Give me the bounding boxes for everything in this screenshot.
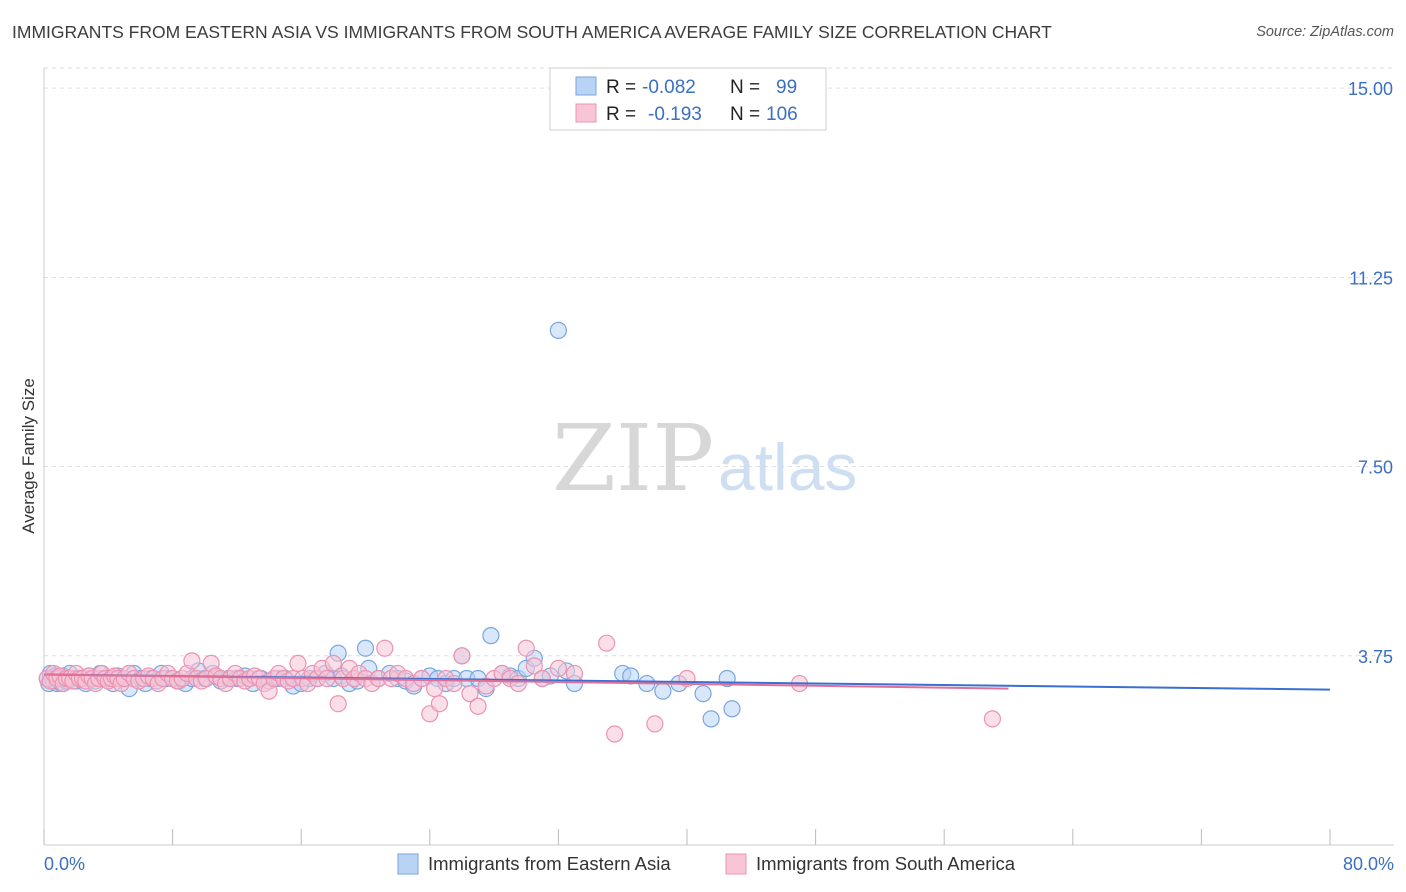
point-south-america: [469, 697, 487, 715]
point-south-america: [430, 695, 449, 713]
x-tick-label-end: 80.0%: [1343, 854, 1394, 874]
bottom-legend-swatch-pink: [725, 853, 747, 875]
point-eastern-asia: [549, 321, 568, 339]
point-south-america: [598, 634, 616, 652]
point-eastern-asia: [482, 627, 500, 645]
y-tick-label: 3.75: [1358, 647, 1393, 667]
legend-n-label-1: N =: [730, 77, 760, 98]
watermark-atlas: atlas: [718, 430, 857, 504]
point-eastern-asia: [356, 639, 375, 657]
y-tick-label: 15.00: [1348, 79, 1393, 99]
legend-r-label-2: R =: [606, 104, 636, 125]
legend-r-value-1: -0.082: [642, 77, 696, 98]
legend-r-label-1: R =: [606, 77, 636, 98]
point-eastern-asia: [702, 710, 720, 728]
legend-r-value-2: -0.193: [648, 104, 702, 125]
point-south-america: [183, 652, 201, 670]
correlation-legend: R = -0.082 N = 99 R = -0.193 N = 106: [549, 67, 827, 131]
y-axis-label: Average Family Size: [19, 378, 38, 534]
watermark-zip: ZIP: [552, 405, 714, 512]
series-eastern-asia-points: [38, 321, 741, 728]
point-south-america: [461, 685, 479, 703]
point-south-america: [453, 647, 471, 665]
point-south-america: [329, 695, 347, 713]
bottom-legend-label-pink: Immigrants from South America: [756, 853, 1016, 874]
trend-line-south-america: [43, 673, 1009, 690]
point-eastern-asia: [694, 685, 712, 703]
point-south-america: [565, 664, 584, 683]
trend-lines: [43, 673, 1331, 691]
point-south-america: [376, 639, 394, 657]
source-note: Source: ZipAtlas.com: [1256, 24, 1394, 40]
y-tick-label: 11.25: [1349, 268, 1393, 288]
point-south-america: [533, 669, 551, 688]
legend-swatch-pink: [575, 103, 597, 123]
grid-lines: [44, 67, 1394, 657]
y-tick-label: 7.50: [1358, 458, 1393, 478]
point-eastern-asia: [723, 700, 741, 718]
axes: [43, 68, 1394, 846]
series-south-america-points: [38, 634, 1002, 743]
point-south-america: [517, 639, 535, 657]
chart-title: IMMIGRANTS FROM EASTERN ASIA VS IMMIGRAN…: [12, 22, 1052, 42]
y-tick-labels: 3.75 7.50 11.25 15.00: [1348, 79, 1393, 667]
legend-n-label-2: N =: [730, 104, 760, 125]
bottom-legend-swatch-blue: [397, 853, 419, 875]
x-ticks: [43, 829, 1331, 845]
point-south-america: [525, 657, 543, 675]
point-south-america: [509, 674, 527, 693]
point-south-america: [646, 715, 664, 733]
point-south-america: [289, 654, 307, 672]
x-tick-label-start: 0.0%: [44, 854, 85, 874]
legend-n-value-2: 106: [766, 104, 798, 125]
point-south-america: [324, 654, 342, 672]
watermark: ZIP atlas: [552, 405, 857, 512]
point-eastern-asia: [654, 682, 672, 700]
legend-n-value-1: 99: [776, 77, 797, 98]
bottom-legend-label-blue: Immigrants from Eastern Asia: [428, 853, 671, 874]
point-south-america: [549, 659, 568, 678]
legend-swatch-blue: [575, 76, 597, 96]
point-south-america: [445, 674, 463, 693]
series-legend: Immigrants from Eastern Asia Immigrants …: [397, 853, 1016, 875]
point-south-america: [606, 725, 624, 743]
point-south-america: [983, 710, 1002, 728]
